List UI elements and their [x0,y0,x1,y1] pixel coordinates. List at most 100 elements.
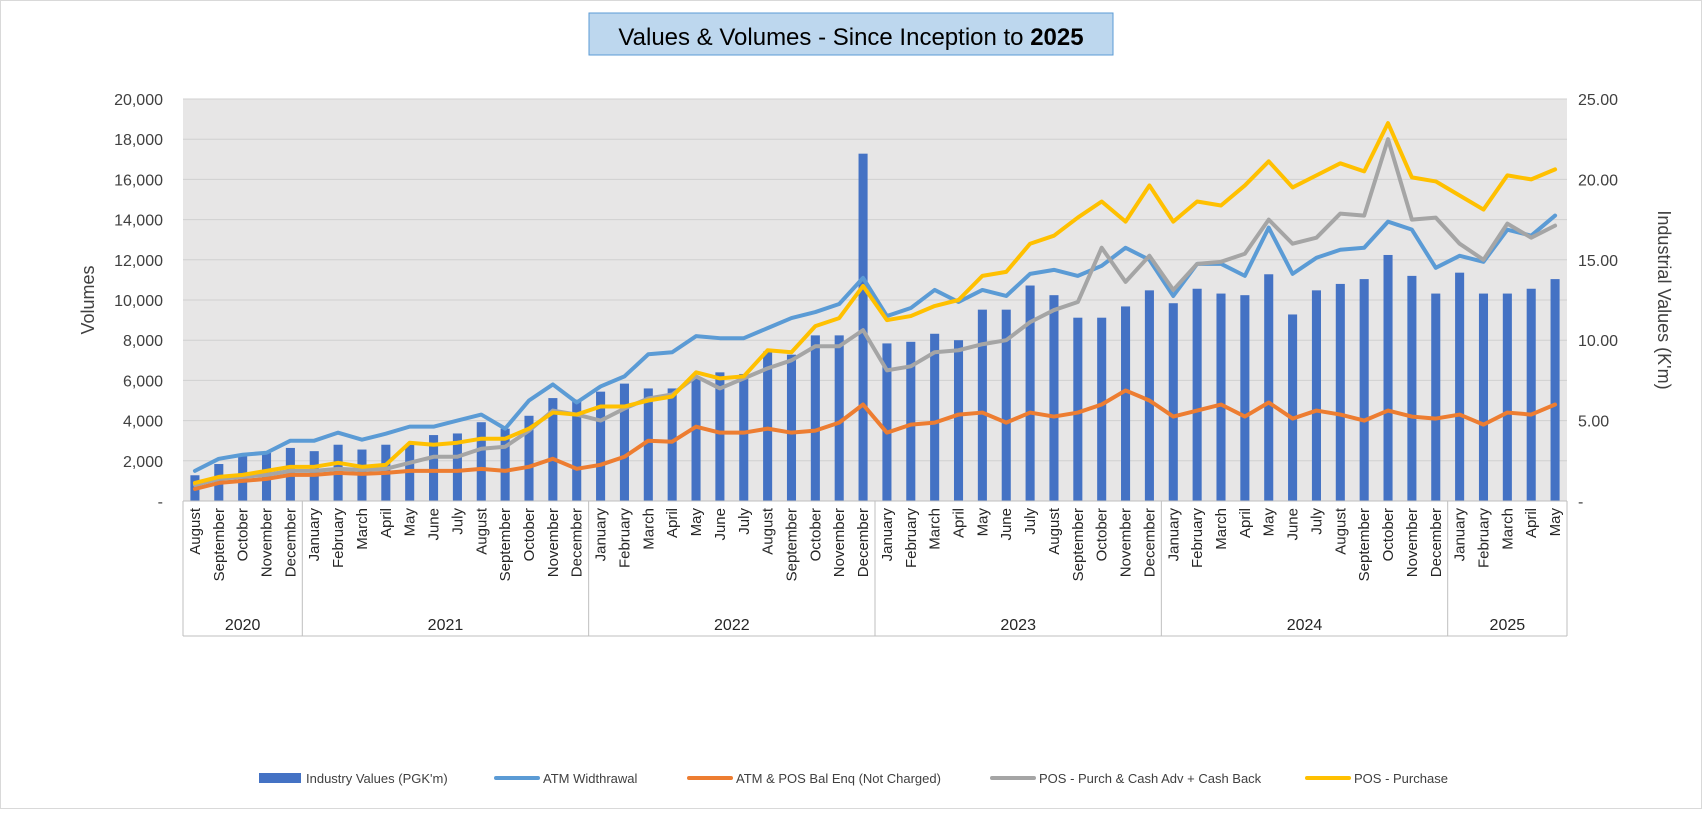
bar [953,340,964,501]
x-group-label: 2022 [714,617,750,634]
bar [1240,295,1250,501]
x-tick-label: March [1213,508,1230,550]
bar [1144,290,1154,501]
x-tick-label: February [1189,508,1206,569]
legend-label: ATM Widthrawal [543,771,637,786]
x-tick-label: May [974,508,991,537]
x-tick-label: January [306,508,323,562]
chart-title-year: 2025 [1030,24,1083,51]
legend-item: POS - Purch & Cash Adv + Cash Back [990,771,1262,786]
x-tick-label: October [1380,508,1397,561]
bar [619,383,629,501]
bar [1407,275,1417,501]
bar [643,388,653,501]
y-right-tick-label: 25.00 [1578,92,1618,109]
y-left-tick-label: 14,000 [114,213,163,230]
chart-title-box [588,12,1114,56]
x-tick-label: November [545,508,562,577]
x-tick-label: January [1452,508,1469,562]
legend-item: ATM & POS Bal Enq (Not Charged) [687,771,941,786]
bar [429,435,439,501]
bar [1502,293,1512,501]
x-tick-label: February [330,508,347,569]
x-tick-label: July [1308,508,1325,535]
x-tick-label: January [593,508,610,562]
bar [1478,293,1489,501]
x-group-label: 2024 [1287,617,1323,634]
series-line [192,137,1558,487]
series-line [192,213,1558,473]
chart-title-main: Values & Volumes - Since Inception to [618,24,1023,51]
x-tick-label: December [855,508,872,577]
x-tick-label: November [831,508,848,577]
bar [667,388,677,501]
bar [1359,279,1369,501]
x-tick-label: November [1404,508,1421,577]
line-series [192,121,1558,491]
bar [1335,283,1345,501]
bar [1025,285,1035,501]
x-tick-label: February [903,508,920,569]
y-left-tick-label: 4,000 [123,414,163,431]
bar [1073,317,1083,501]
x-axis: August September October November December Ja… [182,500,1568,637]
bar [1311,290,1321,501]
x-tick-label: June [712,508,729,541]
y-left-tick-label: 20,000 [114,92,163,109]
bar [405,444,415,501]
bar [476,422,486,501]
x-tick-label: October [1094,508,1111,561]
x-tick-label: May [402,508,419,537]
x-tick-label: February [1475,508,1492,569]
y-left-tick-label: 6,000 [123,373,163,390]
legend-swatch [259,773,301,783]
x-tick-label: March [927,508,944,550]
bar [1383,254,1393,501]
bar [834,335,844,501]
x-tick-label: December [282,508,299,577]
y-right-tick-label: - [1578,494,1583,511]
y-left-tick-label: 16,000 [114,172,163,189]
bar [858,153,868,501]
legend-label: POS - Purchase [1354,771,1448,786]
bar [810,335,820,501]
x-group-label: 2021 [428,617,464,634]
bar [1455,272,1465,501]
x-tick-label: October [807,508,824,561]
x-tick-label: December [1141,508,1158,577]
y-right-tick-label: 20.00 [1578,172,1618,189]
bar [1288,314,1298,501]
x-tick-label: September [211,508,228,581]
x-tick-label: August [1046,507,1063,555]
x-tick-label: December [569,508,586,577]
x-tick-label: July [1022,508,1039,535]
bar [1216,293,1226,501]
bar [524,415,534,501]
bar [1550,279,1560,501]
bar [1049,295,1059,501]
x-tick-label: March [1499,508,1516,550]
legend-label: POS - Purch & Cash Adv + Cash Back [1039,771,1262,786]
chart-title-text: Values & Volumes - Since Inception to 20… [618,24,1083,51]
bar [1121,306,1131,501]
bar [906,341,916,501]
bar [548,398,558,501]
y-left-tick-label: - [158,494,163,511]
bar [1431,293,1441,501]
bar [715,372,725,501]
bar [1168,303,1178,501]
y-right-tick-label: 15.00 [1578,253,1618,270]
bar [930,333,940,501]
y-left-tick-label: 2,000 [123,454,163,471]
x-tick-label: April [1523,508,1540,538]
x-tick-label: December [1428,508,1445,577]
x-tick-label: August [187,507,204,555]
x-tick-label: April [951,508,968,538]
y-left-tick-label: 8,000 [123,333,163,350]
y-right-tick-label: 10.00 [1578,333,1618,350]
x-tick-label: February [616,508,633,569]
x-tick-label: October [521,508,538,561]
x-tick-label: November [1118,508,1135,577]
